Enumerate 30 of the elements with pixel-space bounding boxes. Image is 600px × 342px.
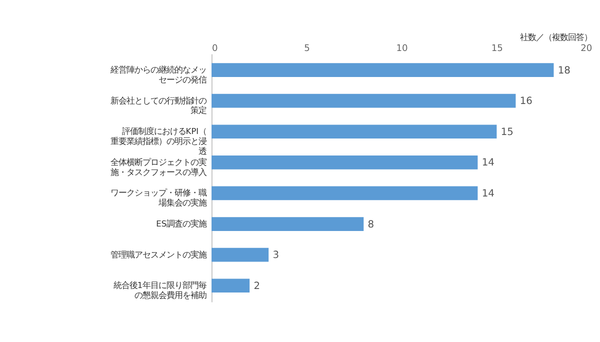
x-tick-label: 10 (396, 44, 408, 54)
data-label: 15 (500, 126, 514, 138)
bar (212, 124, 497, 139)
bar (212, 278, 250, 293)
bar (212, 63, 554, 77)
y-tick-label: 評価制度におけるKPI（重要業績指標）の明示と浸透 (110, 126, 207, 156)
y-tick-label: 新会社としての行動指針の策定 (110, 95, 207, 116)
bar (212, 94, 516, 108)
data-label: 3 (272, 250, 280, 262)
bar (212, 217, 364, 231)
y-tick-label: 統合後1年目に限り部門毎の懇親会費用を補助 (113, 280, 207, 300)
bar (212, 156, 478, 170)
data-label: 14 (482, 188, 494, 200)
y-tick-label: 経営陣からの継続的なメッセージの発信 (110, 64, 207, 84)
data-label: 2 (254, 280, 260, 292)
x-tick-label: 5 (304, 44, 310, 54)
data-label: 18 (558, 65, 570, 76)
bar (212, 248, 269, 262)
y-tick-label: 全体横断プロジェクトの実施・タスクフォースの導入 (110, 156, 207, 177)
data-label: 14 (482, 158, 494, 169)
x-tick-label: 0 (212, 44, 218, 54)
x-tick-label: 20 (580, 44, 592, 54)
x-axis-title: 社数／（複数回答） (520, 32, 592, 42)
x-tick-label: 15 (491, 44, 503, 54)
y-tick-label: ワークショップ・研修・職場集会の実施 (110, 188, 207, 208)
bar (212, 186, 478, 200)
data-label: 16 (520, 96, 532, 108)
data-label: 8 (368, 219, 374, 230)
y-tick-label: ES調査の実施 (156, 218, 207, 229)
y-tick-label: 管理職アセスメントの実施 (110, 249, 207, 260)
